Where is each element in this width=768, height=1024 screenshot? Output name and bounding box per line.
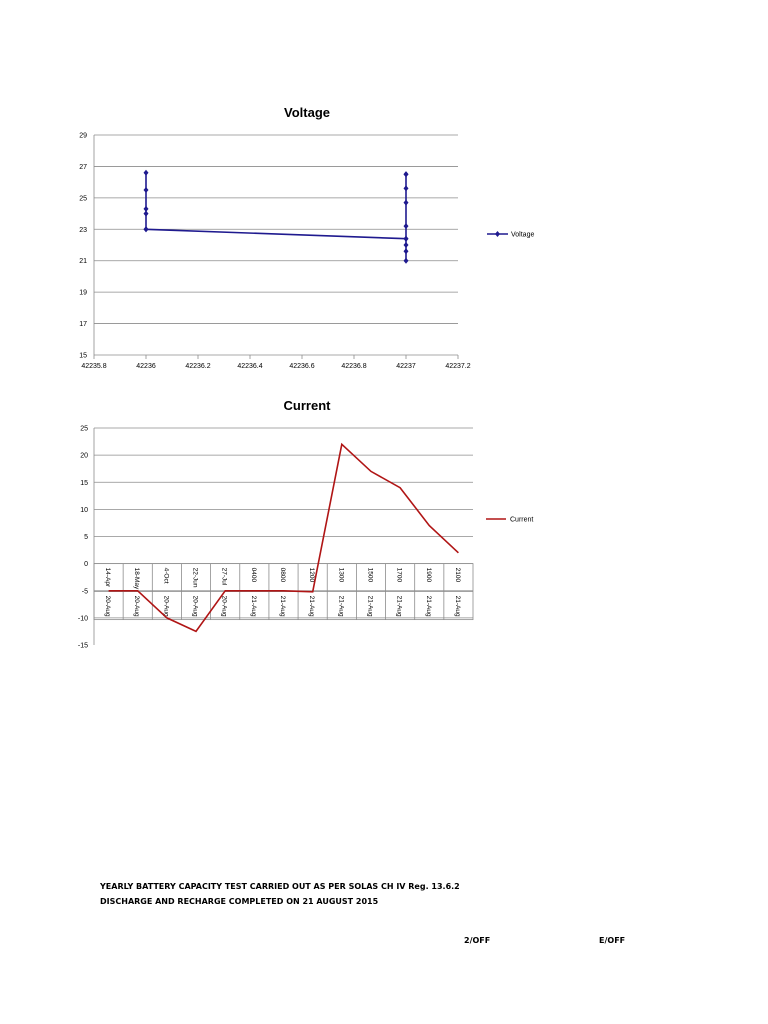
voltage-data-point bbox=[143, 205, 149, 212]
current-y-tick-label: 5 bbox=[84, 534, 88, 541]
voltage-data-point bbox=[403, 257, 409, 264]
voltage-data-point bbox=[403, 235, 409, 242]
voltage-x-tick-label: 42236.2 bbox=[185, 363, 210, 370]
voltage-legend-label: Voltage bbox=[511, 232, 534, 239]
voltage-data-point bbox=[143, 226, 149, 233]
voltage-data-point bbox=[143, 210, 149, 217]
signature-e-off: E/OFF bbox=[599, 936, 626, 945]
current-legend-label: Current bbox=[510, 517, 533, 524]
current-y-tick-label: 15 bbox=[80, 480, 88, 487]
current-category-date: 20-Aug bbox=[221, 596, 228, 617]
voltage-y-tick-label: 25 bbox=[79, 195, 87, 202]
voltage-x-tick-label: 42235.8 bbox=[81, 363, 106, 370]
current-category-date: 21-Aug bbox=[454, 596, 461, 617]
voltage-y-tick-label: 17 bbox=[79, 321, 87, 328]
current-category-label: 4-Oct bbox=[162, 568, 169, 584]
current-category-label: 18-May bbox=[133, 568, 140, 590]
current-category-date: 21-Aug bbox=[308, 596, 315, 617]
current-category-label: 1700 bbox=[396, 568, 403, 583]
current-category-label: 1900 bbox=[425, 568, 432, 583]
footer-line-2: DISCHARGE AND RECHARGE COMPLETED ON 21 A… bbox=[100, 897, 379, 906]
voltage-y-tick-label: 21 bbox=[79, 258, 87, 265]
voltage-y-tick-label: 23 bbox=[79, 227, 87, 234]
voltage-x-tick-label: 42236.8 bbox=[341, 363, 366, 370]
current-category-date: 21-Aug bbox=[366, 596, 373, 617]
current-category-label: 0400 bbox=[250, 568, 257, 583]
current-category-date: 20-Aug bbox=[192, 596, 199, 617]
current-y-tick-label: -10 bbox=[78, 615, 88, 622]
current-category-label: 1300 bbox=[337, 568, 344, 583]
voltage-x-tick-label: 42237 bbox=[396, 363, 416, 370]
current-y-tick-label: 10 bbox=[80, 507, 88, 514]
voltage-data-point bbox=[143, 169, 149, 176]
voltage-x-tick-label: 42236 bbox=[136, 363, 156, 370]
current-category-date: 21-Aug bbox=[250, 596, 257, 617]
voltage-y-tick-label: 15 bbox=[79, 353, 87, 360]
voltage-x-tick-label: 42236.6 bbox=[289, 363, 314, 370]
current-category-label: 1500 bbox=[366, 568, 373, 583]
current-chart: Current -15 -10 -5 0 5 10 15 20 25 14-Apr 20-Aug 18-… bbox=[78, 398, 534, 650]
voltage-data-point bbox=[403, 248, 409, 255]
current-category-label: 0800 bbox=[279, 568, 286, 583]
current-title: Current bbox=[284, 398, 332, 413]
current-y-tick-label: -15 bbox=[78, 643, 88, 650]
current-category-label: 2100 bbox=[454, 568, 461, 583]
voltage-title: Voltage bbox=[284, 105, 330, 120]
voltage-legend-marker bbox=[495, 231, 500, 237]
voltage-chart: Voltage 15 17 19 21 23 25 27 29 42235.8 42236 42236… bbox=[79, 105, 534, 370]
current-category-date: 20-Aug bbox=[162, 596, 169, 617]
current-category-label: 22-Jun bbox=[192, 568, 199, 588]
current-category-date: 21-Aug bbox=[279, 596, 286, 617]
voltage-data-point bbox=[403, 242, 409, 248]
voltage-y-tick-label: 29 bbox=[79, 133, 87, 140]
current-series-line bbox=[108, 442, 459, 633]
current-y-tick-label: 20 bbox=[80, 453, 88, 460]
voltage-data-point bbox=[403, 171, 409, 178]
voltage-x-tick-label: 42237.2 bbox=[445, 363, 470, 370]
current-category-label: 1200 bbox=[308, 568, 315, 583]
voltage-y-tick-label: 19 bbox=[79, 290, 87, 297]
footer-line-1: YEARLY BATTERY CAPACITY TEST CARRIED OUT… bbox=[100, 882, 460, 891]
voltage-x-tick-label: 42236.4 bbox=[237, 363, 262, 370]
voltage-data-point bbox=[403, 199, 409, 206]
current-category-date: 20-Aug bbox=[104, 596, 111, 617]
current-y-tick-label: 25 bbox=[80, 426, 88, 433]
voltage-data-point bbox=[403, 223, 409, 230]
current-y-tick-label: -5 bbox=[82, 588, 88, 595]
current-category-date: 21-Aug bbox=[425, 596, 432, 617]
voltage-data-point bbox=[143, 187, 149, 193]
current-category-date: 20-Aug bbox=[133, 596, 140, 617]
voltage-series-line bbox=[145, 172, 407, 261]
voltage-y-tick-label: 27 bbox=[79, 164, 87, 171]
current-category-label: 27-Jul bbox=[221, 568, 228, 586]
signature-2-off: 2/OFF bbox=[464, 936, 491, 945]
current-category-date: 21-Aug bbox=[396, 596, 403, 617]
current-y-tick-label: 0 bbox=[84, 561, 88, 568]
current-category-date: 21-Aug bbox=[337, 596, 344, 617]
voltage-data-point bbox=[403, 185, 409, 192]
current-category-label: 14-Apr bbox=[104, 568, 111, 588]
